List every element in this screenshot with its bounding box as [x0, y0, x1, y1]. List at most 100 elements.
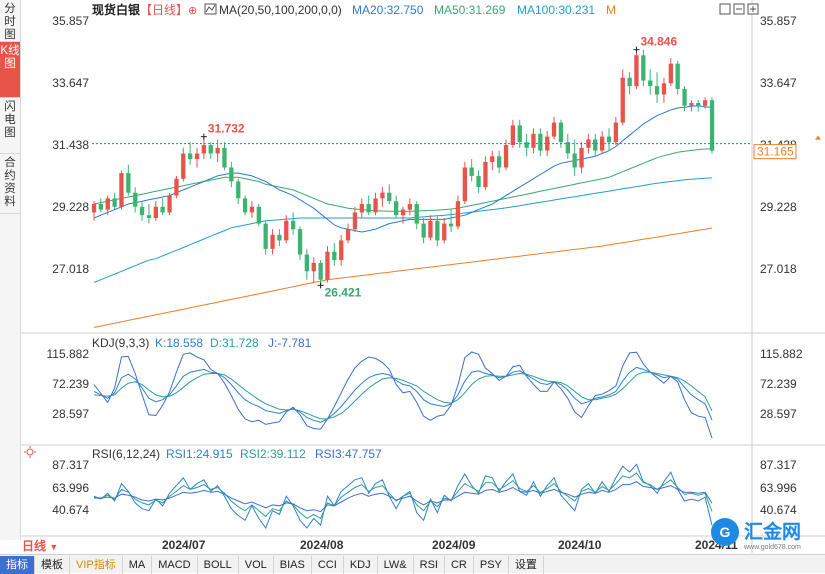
tab-kdj[interactable]: KDJ — [344, 556, 378, 574]
candle-body — [256, 206, 261, 224]
candle-body — [153, 206, 158, 218]
rsi1-value: RSI1:24.915 — [166, 447, 233, 461]
candle-body — [510, 125, 515, 145]
candle-body — [304, 254, 309, 272]
candle-body — [139, 206, 145, 216]
candle-body — [277, 234, 282, 241]
tab-kline[interactable]: K线图 — [0, 42, 20, 98]
candle-body — [455, 201, 461, 227]
kdj-lines — [93, 351, 713, 439]
candle-body — [263, 223, 268, 249]
candle-body — [448, 223, 454, 227]
rsi-tick: 63.996 — [52, 481, 89, 495]
candle-body — [311, 262, 316, 272]
tab-timeshare[interactable]: 分时图 — [0, 0, 20, 42]
candle-body — [215, 147, 220, 154]
lock-icon[interactable]: ⊕ — [188, 5, 197, 17]
window-icon[interactable] — [719, 3, 731, 15]
rsi-title: RSI(6,12,24) — [92, 447, 160, 461]
candle-body — [133, 192, 138, 207]
tab-vol[interactable]: VOL — [239, 556, 274, 574]
tab-boll[interactable]: BOLL — [198, 556, 239, 574]
price-annotation: 31.732 — [208, 122, 245, 136]
tab-bias[interactable]: BIAS — [274, 556, 312, 574]
price-tick: 31.438 — [52, 138, 89, 152]
tab-vip-indicators[interactable]: VIP指标 — [70, 556, 123, 574]
svg-text:www.gold678.com: www.gold678.com — [743, 544, 801, 551]
tab-contract-info[interactable]: 合约资料 — [0, 154, 20, 214]
current-price-arrow-icon — [815, 135, 821, 140]
kdj-k-value: K:18.558 — [155, 336, 203, 350]
period-selector[interactable]: 日线 ▼ — [22, 539, 68, 554]
candle-body — [462, 167, 467, 202]
tab-psy[interactable]: PSY — [474, 556, 509, 574]
svg-text:汇金网: 汇金网 — [744, 520, 801, 543]
candle-body — [517, 125, 522, 143]
price-tick-right: 35.857 — [760, 14, 797, 28]
price-tick: 35.857 — [52, 14, 89, 28]
ma200-line — [93, 227, 713, 328]
candle-body — [400, 209, 406, 216]
tab-cci[interactable]: CCI — [312, 556, 344, 574]
tab-indicators[interactable]: 指标 — [0, 556, 35, 574]
candle-body — [249, 206, 255, 213]
tab-label: K线图 — [0, 45, 20, 70]
kdj-axis: 115.882 72.239 28.597 115.882 72.239 28.… — [47, 347, 803, 421]
rsi-rsi3-line — [94, 481, 713, 513]
ma200-tag: M — [606, 3, 616, 17]
sun-icon[interactable] — [24, 446, 36, 458]
candle-body — [339, 240, 344, 260]
x-tick: 2024/07 — [162, 538, 206, 552]
price-annotation: 26.421 — [325, 285, 362, 299]
candle-body — [194, 153, 200, 160]
candle-body — [428, 220, 433, 238]
kdj-title: KDJ(9,3,3) — [92, 336, 149, 350]
tab-settings[interactable]: 设置 — [509, 556, 544, 574]
candle-body — [469, 167, 474, 176]
price-tick-right: 29.228 — [760, 200, 797, 214]
gold678-logo: G 汇金网 www.gold678.com — [711, 518, 801, 551]
tab-label: 分时图 — [4, 3, 16, 41]
candle-body — [620, 77, 625, 123]
candle-body — [497, 156, 502, 168]
current-price-box — [753, 144, 797, 160]
candle-body — [606, 136, 612, 143]
rsi-lines — [93, 463, 713, 530]
candle-body — [682, 88, 687, 106]
kdj-tick: 28.597 — [52, 407, 89, 421]
rsi-axis: 87.317 63.996 40.674 87.317 63.996 40.67… — [52, 458, 797, 517]
tab-ma[interactable]: MA — [123, 556, 153, 574]
candle-body — [407, 204, 412, 210]
chart-type-icon-line — [205, 4, 216, 13]
candle-body — [668, 63, 673, 84]
rsi-tick-right: 87.317 — [760, 458, 797, 472]
candle-body — [201, 145, 206, 154]
tab-lw[interactable]: LW& — [378, 556, 414, 574]
price-tick-right: 27.018 — [760, 262, 797, 276]
candle-body — [600, 136, 605, 151]
candle-body — [318, 262, 323, 280]
kdj-tick: 115.882 — [47, 347, 90, 361]
candle-body — [98, 204, 103, 210]
kdj-tick-right: 115.882 — [760, 347, 803, 361]
candle-body — [593, 139, 598, 151]
candle-body — [538, 133, 543, 151]
kdj-k-line — [93, 366, 713, 423]
tab-templates[interactable]: 模板 — [35, 556, 70, 574]
tab-flash[interactable]: 闪电图 — [0, 98, 20, 154]
tab-rsi[interactable]: RSI — [414, 556, 445, 574]
rsi3-value: RSI3:47.757 — [315, 447, 382, 461]
candle-body — [421, 223, 426, 238]
kdj-tick-right: 28.597 — [760, 407, 797, 421]
tab-macd[interactable]: MACD — [152, 556, 198, 574]
price-annotation: 34.846 — [640, 35, 677, 49]
tab-cr[interactable]: CR — [445, 556, 474, 574]
window-controls — [719, 3, 759, 15]
candle-body — [119, 173, 124, 207]
candle-body — [703, 100, 708, 106]
candle-body — [442, 223, 447, 241]
ma100-line — [93, 177, 713, 283]
candle-body — [332, 251, 337, 261]
candle-body — [414, 204, 419, 224]
